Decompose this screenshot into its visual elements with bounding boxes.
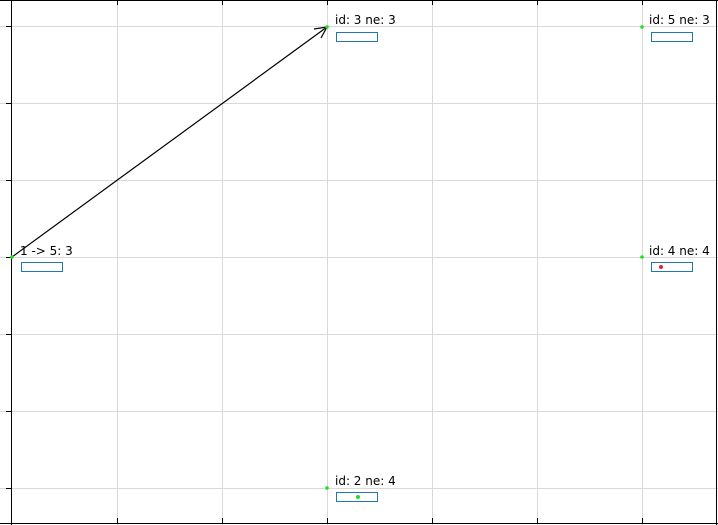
node-label: id: 3 ne: 3 — [335, 13, 396, 27]
node-1[interactable]: 1 -> 5: 3 — [10, 244, 73, 272]
node-label: id: 5 ne: 3 — [649, 13, 710, 27]
node-state-box — [336, 32, 378, 42]
node-state-box — [336, 492, 378, 502]
node-state-box — [651, 262, 693, 272]
edge-line — [11, 26, 328, 258]
node-5[interactable]: id: 5 ne: 3 — [640, 13, 710, 42]
node-point — [640, 25, 644, 29]
node-state-box — [21, 262, 63, 272]
node-point — [325, 486, 329, 490]
node-4[interactable]: id: 4 ne: 4 — [640, 244, 710, 272]
green-marker-icon — [356, 495, 360, 499]
node-3[interactable]: id: 3 ne: 3 — [325, 13, 396, 42]
node-point — [10, 255, 14, 259]
node-label: 1 -> 5: 3 — [20, 244, 73, 258]
node-2[interactable]: id: 2 ne: 4 — [325, 474, 396, 502]
node-point — [325, 25, 329, 29]
node-state-box — [651, 32, 693, 42]
node-label: id: 2 ne: 4 — [335, 474, 396, 488]
red-marker-icon — [659, 265, 663, 269]
ticks — [6, 0, 643, 523]
node-point — [640, 255, 644, 259]
node-label: id: 4 ne: 4 — [649, 244, 710, 258]
